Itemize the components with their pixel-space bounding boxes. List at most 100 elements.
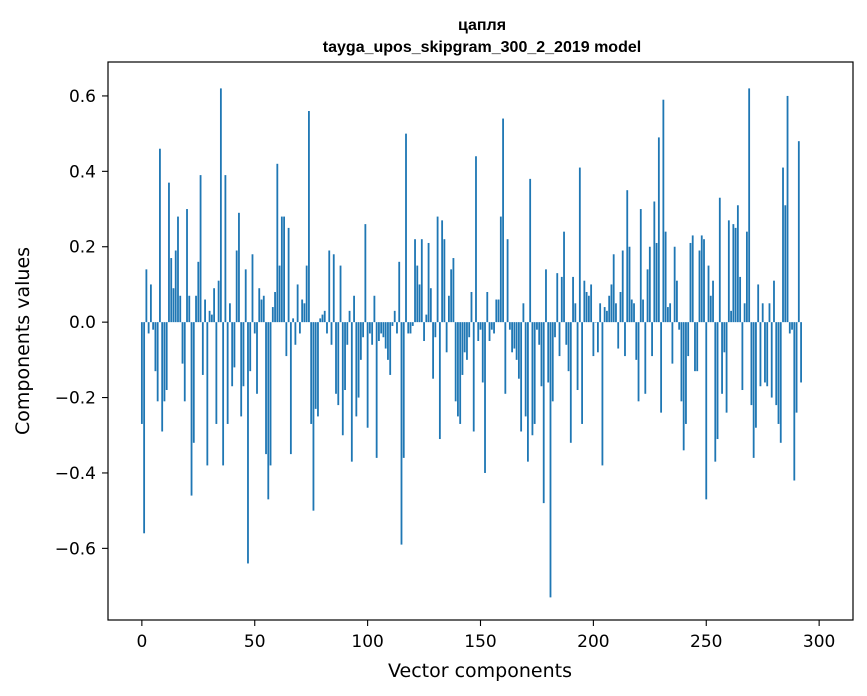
bar xyxy=(800,322,802,383)
bar xyxy=(596,322,599,353)
bar xyxy=(703,239,705,323)
bar xyxy=(554,322,556,338)
bar xyxy=(170,258,173,323)
bar xyxy=(752,322,755,458)
bar xyxy=(229,303,231,323)
bar xyxy=(235,250,238,323)
bar xyxy=(441,220,444,323)
bar xyxy=(251,254,254,323)
bar xyxy=(459,322,462,424)
bar xyxy=(298,322,301,334)
bar xyxy=(533,322,536,424)
bar xyxy=(280,216,283,323)
bar xyxy=(208,310,211,323)
bar xyxy=(249,322,252,372)
bar xyxy=(714,322,717,462)
bar xyxy=(258,288,261,323)
bar xyxy=(660,322,663,413)
bar xyxy=(371,322,374,345)
bar xyxy=(612,254,615,323)
bar xyxy=(210,314,213,323)
bar xyxy=(725,322,728,413)
bar xyxy=(538,322,541,345)
bar xyxy=(506,239,509,323)
bar xyxy=(637,322,640,402)
y-axis-label: Components values xyxy=(12,247,34,435)
bar xyxy=(522,303,525,323)
bar xyxy=(466,322,468,360)
bar xyxy=(310,322,313,424)
bar xyxy=(755,322,757,428)
bar xyxy=(493,322,495,334)
bar xyxy=(362,322,365,338)
bar xyxy=(520,322,523,432)
bar xyxy=(348,310,351,323)
bar xyxy=(748,88,751,323)
x-tick-label: 300 xyxy=(803,632,835,652)
bar xyxy=(276,163,279,323)
bar xyxy=(353,295,355,323)
bar xyxy=(145,269,148,323)
bar xyxy=(398,261,401,323)
bar xyxy=(764,322,766,383)
bar xyxy=(414,239,416,323)
bar xyxy=(556,273,559,323)
bar xyxy=(743,303,746,323)
bar xyxy=(434,322,437,338)
bar xyxy=(628,246,631,323)
bar xyxy=(233,322,236,368)
bar xyxy=(585,291,588,323)
bar xyxy=(400,322,403,545)
bar xyxy=(531,322,534,436)
bar xyxy=(610,284,613,323)
bar xyxy=(685,322,687,424)
bar xyxy=(671,322,674,364)
bar xyxy=(154,322,157,372)
bar xyxy=(517,322,520,379)
bar xyxy=(662,99,665,323)
bar xyxy=(657,137,660,323)
bar xyxy=(639,209,642,323)
bar xyxy=(655,242,658,323)
bar xyxy=(499,216,502,323)
y-tick-label: 0.2 xyxy=(69,238,96,258)
bar xyxy=(425,314,428,323)
bar xyxy=(691,235,694,323)
bar xyxy=(402,322,405,458)
bar xyxy=(750,322,753,406)
y-tick-label: −0.6 xyxy=(55,539,96,559)
bar xyxy=(265,322,267,455)
bar xyxy=(511,322,514,353)
bar xyxy=(147,322,150,334)
bar xyxy=(601,322,604,466)
bar xyxy=(547,322,550,383)
bar xyxy=(231,322,234,387)
bar xyxy=(718,197,721,323)
bar xyxy=(563,231,565,323)
bar xyxy=(350,322,353,462)
bar xyxy=(468,322,471,338)
bar xyxy=(590,284,593,323)
bar xyxy=(461,322,464,375)
bar xyxy=(409,322,412,334)
bar xyxy=(274,291,276,323)
bar xyxy=(321,314,324,323)
y-tick-label: 0.6 xyxy=(69,87,96,107)
bar xyxy=(165,322,168,391)
bar xyxy=(393,310,396,323)
bar xyxy=(156,322,159,402)
bar xyxy=(289,322,292,455)
bar xyxy=(355,322,358,417)
bar xyxy=(603,307,606,323)
bar xyxy=(454,322,457,402)
bar xyxy=(197,261,200,323)
bar xyxy=(296,284,299,323)
y-tick-label: 0.0 xyxy=(69,313,96,333)
bar xyxy=(768,303,771,323)
bar xyxy=(619,291,622,323)
bar xyxy=(344,322,346,391)
bar xyxy=(335,322,337,394)
bar xyxy=(219,88,222,323)
bar xyxy=(396,322,398,334)
bar xyxy=(308,111,310,323)
